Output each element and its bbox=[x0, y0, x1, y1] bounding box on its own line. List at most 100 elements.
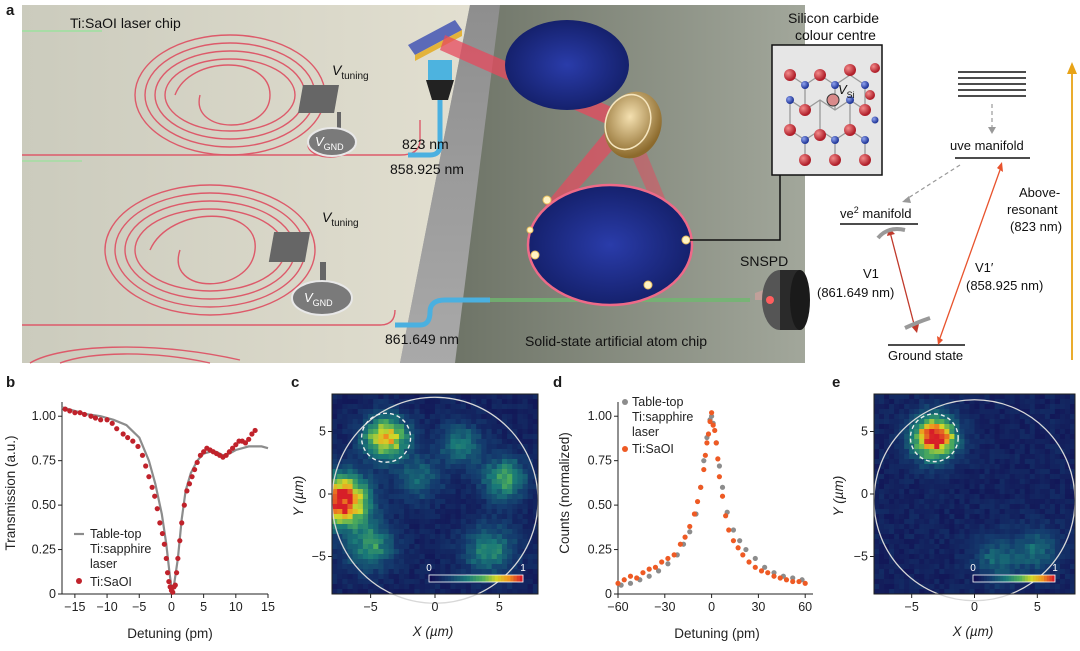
heatmap-cell bbox=[974, 564, 980, 570]
heatmap-cell bbox=[1044, 444, 1051, 450]
heatmap-cell bbox=[1024, 394, 1031, 400]
series-ti-saoi-point bbox=[659, 559, 665, 565]
heatmap-cell bbox=[532, 554, 539, 560]
heatmap-cell bbox=[999, 489, 1006, 495]
heatmap-cell bbox=[445, 479, 451, 485]
heatmap-cell bbox=[894, 414, 900, 420]
heatmap-cell bbox=[424, 394, 431, 400]
heatmap-cell bbox=[969, 489, 975, 495]
heatmap-cell bbox=[939, 409, 945, 415]
heatmap-cell bbox=[954, 509, 960, 515]
heatmap-cell bbox=[507, 494, 513, 500]
heatmap-cell bbox=[440, 474, 446, 480]
heatmap-cell bbox=[450, 519, 456, 525]
heatmap-cell bbox=[496, 499, 503, 505]
heatmap-cell bbox=[362, 524, 369, 530]
heatmap-cell bbox=[944, 454, 950, 460]
heatmap-cell bbox=[347, 529, 353, 535]
heatmap-cell bbox=[1029, 444, 1036, 450]
heatmap-cell bbox=[889, 544, 895, 550]
heatmap-cell bbox=[1019, 439, 1026, 445]
heatmap-cell bbox=[414, 534, 420, 540]
heatmap-cell bbox=[1054, 534, 1061, 540]
heatmap-cell bbox=[1034, 429, 1041, 435]
heatmap-cell bbox=[899, 524, 905, 530]
heatmap-cell bbox=[398, 394, 405, 400]
heatmap-cell bbox=[496, 589, 503, 595]
heatmap-cell bbox=[465, 404, 472, 410]
heatmap-cell bbox=[1069, 414, 1076, 420]
heatmap-cell bbox=[347, 539, 353, 545]
heatmap-cell bbox=[899, 394, 905, 400]
series-ti-saoi-point bbox=[139, 452, 146, 458]
heatmap-cell bbox=[450, 474, 456, 480]
heatmap-cell bbox=[419, 434, 426, 440]
heatmap-cell bbox=[1004, 419, 1011, 425]
heatmap-cell bbox=[532, 529, 539, 535]
heatmap-cell bbox=[959, 499, 965, 505]
heatmap-cell bbox=[501, 484, 508, 490]
heatmap-cell bbox=[1064, 514, 1071, 520]
heatmap-cell bbox=[954, 409, 960, 415]
heatmap-cell bbox=[419, 489, 426, 495]
heatmap-cell bbox=[1064, 454, 1071, 460]
heatmap-cell bbox=[332, 414, 338, 420]
heatmap-cell bbox=[984, 439, 990, 445]
heatmap-cell bbox=[1044, 424, 1051, 430]
heatmap-cell bbox=[1019, 484, 1026, 490]
heatmap-cell bbox=[450, 429, 456, 435]
heatmap-cell bbox=[914, 409, 920, 415]
heatmap-cell bbox=[949, 459, 955, 465]
chart-d-xlabel: Detuning (pm) bbox=[674, 626, 760, 641]
heatmap-cell bbox=[929, 434, 935, 440]
heatmap-cell bbox=[919, 474, 925, 480]
heatmap-cell bbox=[1044, 489, 1051, 495]
heatmap-cell bbox=[435, 464, 441, 470]
heatmap-cell bbox=[1039, 539, 1046, 545]
heatmap-cell bbox=[1039, 564, 1046, 570]
heatmap-cell bbox=[501, 409, 508, 415]
heatmap-cell bbox=[450, 484, 456, 490]
heatmap-cell bbox=[507, 534, 513, 540]
heatmap-cell bbox=[1064, 414, 1071, 420]
heatmap-cell bbox=[914, 589, 920, 595]
heatmap-cell bbox=[1069, 524, 1076, 530]
heatmap-cell bbox=[414, 429, 420, 435]
heatmap-cell bbox=[471, 524, 477, 530]
heatmap-cell bbox=[1039, 589, 1046, 595]
heatmap-cell bbox=[409, 584, 415, 590]
heatmap-cell bbox=[984, 399, 990, 405]
heatmap-cell bbox=[1024, 489, 1031, 495]
heatmap-cell bbox=[393, 524, 400, 530]
heatmap-cell bbox=[373, 524, 379, 530]
heatmap-cell bbox=[352, 449, 359, 455]
heatmap-cell bbox=[368, 499, 374, 505]
heatmap-cell bbox=[445, 454, 451, 460]
heatmap-cell bbox=[1034, 424, 1041, 430]
heatmap-cell bbox=[378, 579, 384, 585]
heatmap-cell bbox=[455, 589, 462, 595]
heatmap-cell bbox=[914, 474, 920, 480]
series-ti-saoi-point bbox=[712, 427, 718, 434]
heatmap-cell bbox=[999, 474, 1006, 480]
heatmap-cell bbox=[501, 584, 508, 590]
heatmap-cell bbox=[424, 524, 431, 530]
heatmap-cell bbox=[352, 394, 359, 400]
heatmap-cell bbox=[919, 539, 925, 545]
heatmap-cell bbox=[352, 414, 359, 420]
heatmap-cell bbox=[989, 479, 995, 485]
heatmap-cell bbox=[362, 544, 369, 550]
heatmap-cell bbox=[471, 434, 477, 440]
heatmap-cell bbox=[393, 404, 400, 410]
heatmap-cell bbox=[1024, 419, 1031, 425]
heatmap-cell bbox=[984, 544, 990, 550]
heatmap-cell bbox=[1004, 429, 1011, 435]
heatmap-cell bbox=[368, 514, 374, 520]
heatmap-cell bbox=[522, 409, 529, 415]
heatmap-cell bbox=[969, 544, 975, 550]
heatmap-cell bbox=[999, 449, 1006, 455]
heatmap-cell bbox=[874, 444, 880, 450]
heatmap-cell bbox=[899, 424, 905, 430]
heatmap-cell bbox=[1059, 519, 1066, 525]
heatmap-cell bbox=[929, 554, 935, 560]
